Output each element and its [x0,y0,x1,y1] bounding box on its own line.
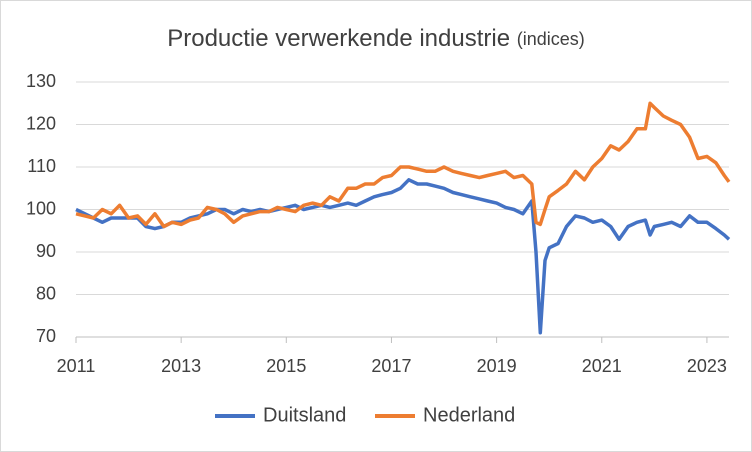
y-tick-label: 80 [36,283,56,303]
y-tick-label: 110 [27,156,56,176]
y-tick-label: 120 [26,113,56,133]
y-tick-label: 90 [36,241,56,261]
x-tick-label: 2023 [687,356,727,376]
x-tick-label: 2019 [477,356,517,376]
x-tick-label: 2017 [371,356,411,376]
x-tick-label: 2015 [266,356,306,376]
y-tick-label: 70 [36,326,56,346]
x-tick-label: 2013 [161,356,201,376]
x-tick-label: 2011 [57,356,96,376]
y-tick-label: 130 [26,71,56,91]
x-tick-label: 2021 [582,356,622,376]
line-series [75,178,731,335]
subtitle: (indices) [517,29,585,49]
line-series [75,101,731,229]
title: Productie verwerkende industrie [167,25,510,52]
legend-label: Nederland [423,404,515,426]
legend-label: Duitsland [263,404,346,426]
y-tick-label: 100 [26,198,56,218]
chart-title: Productie verwerkende industrie (indices… [167,25,585,52]
